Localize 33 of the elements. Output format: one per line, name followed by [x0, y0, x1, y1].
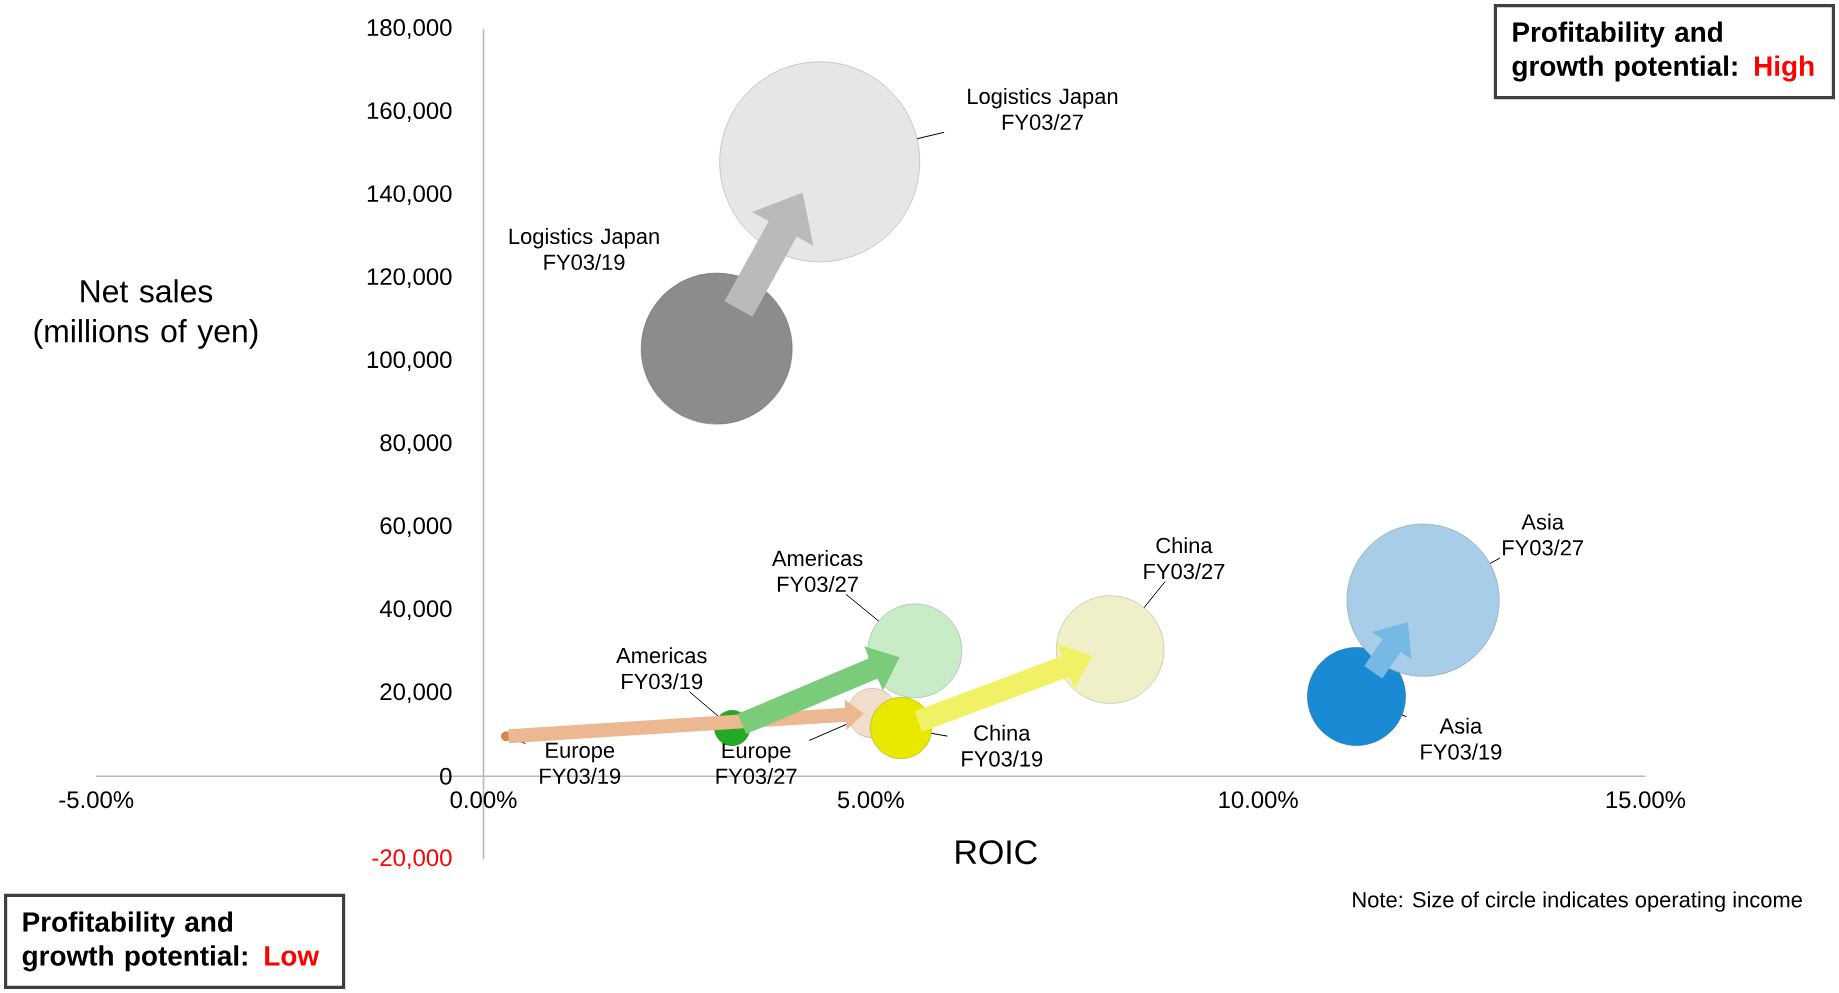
x-tick-label: -5.00% [59, 791, 134, 809]
annotation: Americas FY03/19 [616, 647, 707, 690]
annotation: Asia FY03/27 [1503, 513, 1584, 556]
y-tick-label: 40,000 [379, 600, 452, 621]
text: Low [265, 946, 320, 966]
annotation: Europe FY03/27 [716, 742, 797, 785]
y-tick-label: 140,000 [367, 185, 452, 205]
annotation: Americas FY03/27 [771, 550, 863, 593]
y-tick-label: 0 [440, 767, 452, 785]
y-tick-label: 160,000 [367, 102, 452, 122]
text: High [1755, 55, 1814, 82]
text: Note: Size of circle indicates operating income [1353, 891, 1802, 912]
annotation: Logistics Japan FY03/19 [509, 228, 659, 271]
y-tick-label: 80,000 [380, 434, 452, 454]
annotation: China FY03/27 [1144, 537, 1225, 580]
annotation: Logistics Japan FY03/27 [968, 88, 1118, 131]
x-axis-title: ROIC [956, 840, 1037, 865]
x-tick-label: 0.00% [450, 791, 517, 809]
y-tick-label: 100,000 [367, 351, 452, 371]
y-tick-label: 120,000 [367, 268, 452, 288]
annotation: Asia FY03/19 [1421, 717, 1502, 760]
y-tick-label: 180,000 [367, 19, 452, 39]
x-tick-label: 5.00% [837, 791, 904, 809]
text: Profitability and growth potential: [22, 911, 247, 972]
x-tick-label: 15.00% [1606, 791, 1686, 809]
y-tick-label: 20,000 [380, 683, 452, 704]
y-axis-title: Net sales (millions of yen) [34, 279, 258, 349]
annotation: China FY03/19 [962, 724, 1043, 767]
x-tick-label: 10.00% [1219, 791, 1298, 809]
y-tick-label: 60,000 [380, 517, 452, 537]
annotation: Europe FY03/19 [540, 742, 621, 784]
y-tick-label: -20,000 [372, 849, 452, 870]
annotation: Profitability and growth potential: [1512, 21, 1737, 82]
